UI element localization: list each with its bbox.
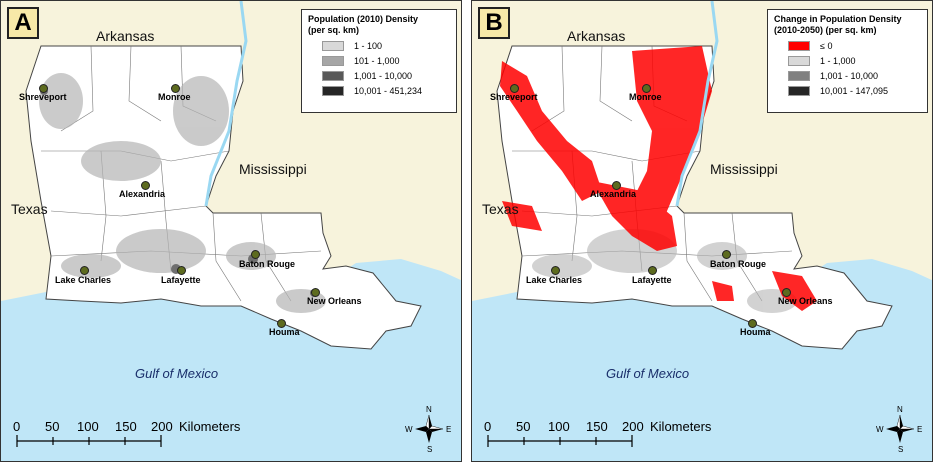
legend-item: 1 - 100 (308, 40, 450, 51)
legend-swatch (788, 85, 810, 96)
panel-letter-b: B (478, 7, 510, 39)
city-houma: Houma (740, 327, 771, 337)
compass-w: W (405, 425, 413, 434)
legend-swatch (322, 40, 344, 51)
legend-item-label: 1 - 100 (354, 40, 383, 51)
legend-swatch (322, 85, 344, 96)
legend-swatch (322, 55, 344, 66)
compass-rose-icon (886, 414, 915, 443)
scale-tick: 150 (586, 419, 608, 434)
scale-tick: 200 (151, 419, 173, 434)
legend-swatch (322, 70, 344, 81)
city-lake-charles: Lake Charles (55, 275, 112, 285)
compass-n: N (426, 405, 432, 414)
city-baton-rouge: Baton Rouge (239, 259, 295, 269)
legend-item: 1,001 - 10,000 (774, 70, 921, 81)
label-texas: Texas (11, 201, 48, 217)
compass-e: E (446, 425, 452, 434)
louisiana-map-b (472, 1, 932, 461)
city-dot (551, 266, 560, 275)
label-arkansas: Arkansas (567, 28, 626, 44)
label-texas: Texas (482, 201, 519, 217)
legend-population-density: Population (2010) Density (per sq. km) 1… (301, 9, 457, 113)
legend-swatch (788, 55, 810, 66)
city-dot (612, 181, 621, 190)
city-monroe: Monroe (158, 92, 191, 102)
legend-item-label: 1,001 - 10,000 (820, 70, 879, 81)
city-dot (141, 181, 150, 190)
scale-tick: 150 (115, 419, 137, 434)
city-dot (642, 84, 651, 93)
label-mississippi: Mississippi (710, 161, 778, 177)
city-dot (311, 288, 320, 297)
city-dot (648, 266, 657, 275)
scale-tick: 50 (516, 419, 531, 434)
legend-swatch (788, 40, 810, 51)
compass-s: S (898, 445, 904, 454)
legend-item-label: 101 - 1,000 (354, 55, 400, 66)
compass-n: N (897, 405, 903, 414)
city-dot (80, 266, 89, 275)
legend-item-label: 1 - 1,000 (820, 55, 856, 66)
legend-title-line1: Population (2010) Density (308, 14, 419, 24)
label-gulf-of-mexico: Gulf of Mexico (135, 366, 219, 381)
legend-item: 101 - 1,000 (308, 55, 450, 66)
city-lafayette: Lafayette (161, 275, 201, 285)
city-dot (39, 84, 48, 93)
city-lake-charles: Lake Charles (526, 275, 583, 285)
city-dot (251, 250, 260, 259)
city-new-orleans: New Orleans (778, 296, 833, 306)
scale-tick: 100 (548, 419, 570, 434)
legend-item: ≤ 0 (774, 40, 921, 51)
legend-item-label: 1,001 - 10,000 (354, 70, 413, 81)
legend-item: 10,001 - 147,095 (774, 85, 921, 96)
label-mississippi: Mississippi (239, 161, 307, 177)
city-alexandria: Alexandria (119, 189, 166, 199)
city-dot (782, 288, 791, 297)
legend-item: 1 - 1,000 (774, 55, 921, 66)
scale-tick: 0 (484, 419, 492, 434)
label-arkansas: Arkansas (96, 28, 155, 44)
label-gulf-of-mexico: Gulf of Mexico (606, 366, 690, 381)
city-shreveport: Shreveport (490, 92, 538, 102)
legend-title-line2: (per sq. km) (308, 25, 360, 35)
scale-tick: 200 (622, 419, 644, 434)
legend-item-label: 10,001 - 147,095 (820, 85, 889, 96)
city-monroe: Monroe (629, 92, 662, 102)
scale-tick: 50 (45, 419, 60, 434)
compass-s: S (427, 445, 433, 454)
city-dot (277, 319, 286, 328)
compass-e: E (917, 425, 923, 434)
legend-item-label: 10,001 - 451,234 (354, 85, 423, 96)
city-dot (510, 84, 519, 93)
scale-unit: Kilometers (650, 419, 712, 434)
panel-letter-a: A (7, 7, 39, 39)
city-alexandria: Alexandria (590, 189, 637, 199)
city-baton-rouge: Baton Rouge (710, 259, 766, 269)
map-panel-b: B Change in Population Density (2010-205… (471, 0, 933, 462)
city-dot (722, 250, 731, 259)
scale-tick: 100 (77, 419, 99, 434)
legend-item: 10,001 - 451,234 (308, 85, 450, 96)
legend-item-label: ≤ 0 (820, 40, 833, 51)
legend-title-line2: (2010-2050) (per sq. km) (774, 25, 877, 35)
legend-swatch (788, 70, 810, 81)
legend-item: 1,001 - 10,000 (308, 70, 450, 81)
compass-rose-icon (415, 414, 444, 443)
city-dot (171, 84, 180, 93)
legend-population-change: Change in Population Density (2010-2050)… (767, 9, 928, 113)
city-dot (748, 319, 757, 328)
city-houma: Houma (269, 327, 300, 337)
city-dot (177, 266, 186, 275)
city-shreveport: Shreveport (19, 92, 67, 102)
legend-title-line1: Change in Population Density (774, 14, 902, 24)
scale-unit: Kilometers (179, 419, 241, 434)
map-panel-a: A Population (2010) Density (per sq. km)… (0, 0, 462, 462)
scale-tick: 0 (13, 419, 21, 434)
city-lafayette: Lafayette (632, 275, 672, 285)
city-new-orleans: New Orleans (307, 296, 362, 306)
compass-w: W (876, 425, 884, 434)
